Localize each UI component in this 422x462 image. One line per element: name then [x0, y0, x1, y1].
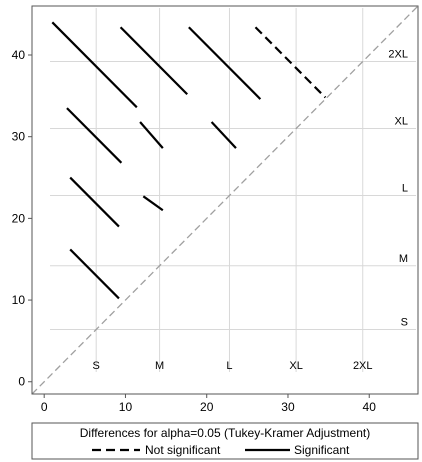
segment-significant-2	[142, 195, 164, 212]
segment-not-significant-0	[254, 26, 327, 99]
group-label-bottom-s: S	[93, 360, 100, 372]
group-label-right-s: S	[401, 316, 408, 328]
segment-significant-1	[69, 176, 120, 228]
segment-significant-3	[66, 107, 123, 164]
x-tick-label-40: 40	[363, 400, 377, 414]
legend-frame	[31, 422, 419, 460]
segment-significant-5	[210, 121, 237, 149]
legend-label-not-significant: Not significant	[145, 443, 221, 457]
x-tick-label-30: 30	[281, 400, 295, 414]
x-tick-label-10: 10	[119, 400, 133, 414]
segment-significant-8	[188, 26, 262, 100]
y-tick-label-0: 0	[18, 375, 25, 389]
reference-diagonal-line	[31, 5, 419, 395]
diagonal-reference	[31, 5, 419, 395]
segment-significant-0	[69, 248, 120, 300]
axes: 0 10 20 30 40 0 10 20 30 40	[12, 5, 419, 414]
group-label-bottom-xl: XL	[289, 360, 302, 372]
segment-significant-6	[51, 21, 138, 109]
y-tick-label-30: 30	[12, 130, 26, 144]
group-label-right-l: L	[402, 183, 408, 195]
legend: Differences for alpha=0.05 (Tukey-Kramer…	[31, 422, 419, 460]
group-labels: S S M M L L XL XL 2XL 2XL	[93, 49, 408, 372]
segment-significant-4	[139, 121, 164, 149]
group-label-bottom-l: L	[226, 360, 232, 372]
group-label-bottom-2xl: 2XL	[353, 360, 373, 372]
segment-significant-7	[119, 26, 188, 95]
plot-frame	[31, 5, 419, 395]
legend-label-significant: Significant	[294, 443, 350, 457]
group-label-right-xl: XL	[395, 116, 408, 128]
y-tick-label-40: 40	[12, 48, 26, 62]
legend-title: Differences for alpha=0.05 (Tukey-Kramer…	[80, 426, 370, 440]
x-tick-label-0: 0	[41, 400, 48, 414]
group-label-right-2xl: 2XL	[388, 49, 408, 61]
x-tick-label-20: 20	[200, 400, 214, 414]
y-tick-label-20: 20	[12, 211, 26, 225]
comparison-lines	[51, 21, 327, 300]
group-label-bottom-m: M	[155, 360, 164, 372]
y-tick-label-10: 10	[12, 293, 26, 307]
group-label-right-m: M	[399, 253, 408, 265]
